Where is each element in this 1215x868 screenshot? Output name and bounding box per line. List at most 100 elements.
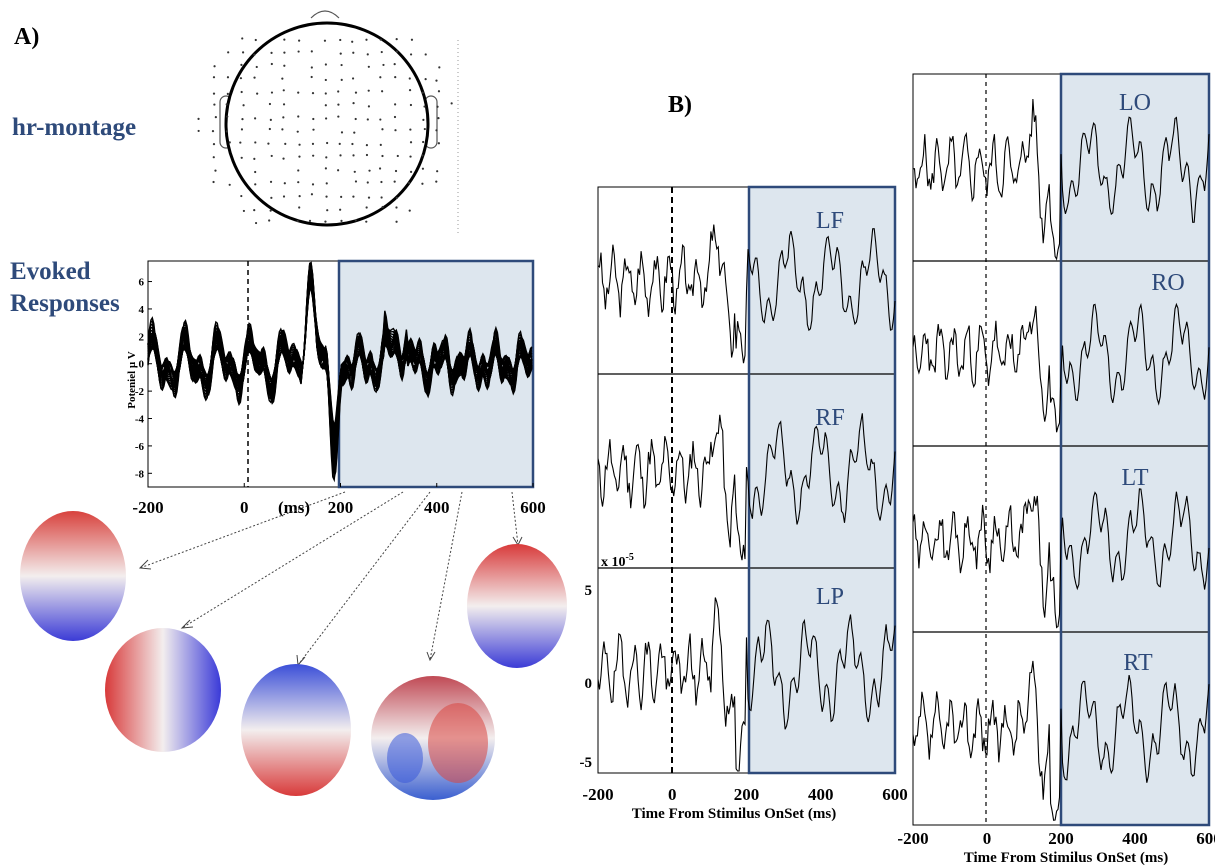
- electrode-dot: [283, 38, 286, 41]
- electrode-dot: [354, 180, 358, 183]
- electrode-dot: [422, 140, 425, 144]
- electrode-dot: [212, 143, 216, 146]
- electrode-dot: [240, 90, 243, 94]
- left-x-tick: 0: [668, 785, 677, 804]
- electrode-dot: [226, 115, 229, 118]
- evoked-y-tick: -8: [135, 468, 145, 480]
- evoked-x-tick: 600: [520, 498, 546, 517]
- electrode-dot: [297, 169, 300, 172]
- electrode-dot: [435, 129, 438, 132]
- electrode-dot: [324, 63, 327, 66]
- region-trace-lp: [597, 597, 896, 772]
- electrode-dot: [240, 128, 244, 131]
- left-x-tick: 200: [734, 785, 760, 804]
- electrode-dot: [298, 195, 301, 198]
- electrode-dot: [212, 76, 216, 79]
- evoked-ylabel: Poteniel µ V: [126, 351, 138, 409]
- electrode-dot: [312, 154, 315, 157]
- region-label-lp: LP: [816, 584, 844, 610]
- electrode-dot: [296, 130, 299, 133]
- electrode-dot: [326, 209, 329, 212]
- electrode-dot: [394, 76, 397, 79]
- electrode-dot: [310, 75, 313, 79]
- electrode-dot: [438, 66, 441, 69]
- electrode-dot: [325, 117, 328, 120]
- electrode-dot: [225, 130, 228, 133]
- electrode-dot: [365, 144, 368, 147]
- electrode-dot: [240, 63, 243, 66]
- electrode-dot: [354, 91, 358, 94]
- evoked-y-tick: 6: [139, 277, 145, 289]
- electrode-dot: [337, 103, 340, 106]
- electrode-dot: [378, 167, 382, 170]
- electrode-dot: [311, 92, 315, 95]
- evoked-title-line2: Responses: [10, 290, 120, 317]
- electrode-dot: [421, 167, 425, 170]
- electrode-dot: [422, 118, 425, 122]
- region-label-ro: RO: [1151, 270, 1184, 296]
- electrode-dot: [324, 104, 327, 107]
- right-x-tick: 0: [983, 829, 992, 848]
- evoked-x-tick: 0: [240, 498, 249, 517]
- electrode-dot: [270, 91, 274, 94]
- electrode-dot: [310, 50, 313, 53]
- electrode-dot: [268, 219, 271, 222]
- electrode-dot: [352, 195, 355, 198]
- electrode-dot: [410, 38, 414, 41]
- electrode-dot: [409, 103, 413, 107]
- electrode-dot: [339, 208, 342, 211]
- electrode-dot: [270, 51, 273, 54]
- electrode-dot: [214, 116, 217, 119]
- regions-right-column: [912, 72, 1211, 827]
- electrode-dot: [395, 206, 398, 209]
- right-highlight-window: [1061, 74, 1209, 825]
- electrode-dot: [326, 141, 329, 145]
- electrode-dot: [281, 128, 284, 131]
- topomap-3: [241, 664, 351, 796]
- evoked-y-tick: -4: [135, 414, 145, 426]
- electrode-dot: [365, 38, 368, 41]
- electrode-dot: [269, 209, 272, 212]
- electrode-dot: [268, 102, 272, 106]
- electrode-dot: [365, 153, 369, 157]
- region-trace-lt: [912, 488, 1210, 629]
- right-xlabel: Time From Stimilus OnSet (ms): [964, 850, 1168, 866]
- electrode-dot: [254, 183, 257, 186]
- electrode-dot: [269, 180, 273, 183]
- topomap-2: [105, 628, 221, 752]
- electrode-dot: [298, 39, 301, 42]
- region-trace-lf: [597, 224, 896, 364]
- electrode-dot: [227, 51, 230, 54]
- electrode-dot: [311, 183, 315, 186]
- electrode-dot: [394, 103, 397, 106]
- evoked-trace: [147, 262, 533, 483]
- electrode-dot: [408, 181, 411, 185]
- electrode-dot: [409, 128, 412, 131]
- electrode-dot: [340, 78, 343, 81]
- electrode-dot: [282, 195, 286, 198]
- electrode-dot: [379, 118, 382, 121]
- electrode-dot: [352, 154, 355, 157]
- electrode-dot: [435, 180, 438, 183]
- electrode-dot: [366, 118, 369, 121]
- electrode-dot: [379, 38, 382, 41]
- electrode-dot: [365, 220, 368, 223]
- electrode-dot: [368, 169, 371, 172]
- electrode-dot: [394, 169, 398, 173]
- electrode-dot: [379, 76, 382, 79]
- region-y-tick: -5: [580, 755, 593, 771]
- electrode-dot: [394, 129, 397, 132]
- left-x-tick: 600: [882, 785, 908, 804]
- electrode-dot: [325, 156, 328, 159]
- electrode-dot: [339, 52, 342, 55]
- electrode-dot: [381, 154, 384, 158]
- electrode-dot: [211, 129, 215, 133]
- electrode-dot: [324, 92, 327, 95]
- electrode-dot: [267, 142, 270, 145]
- electrode-dot: [381, 205, 384, 209]
- electrode-dot: [298, 155, 301, 158]
- electrode-dot: [450, 102, 453, 105]
- electrode-dot: [269, 118, 272, 121]
- region-trace-ro: [912, 302, 1210, 433]
- left-x-tick: 400: [808, 785, 834, 804]
